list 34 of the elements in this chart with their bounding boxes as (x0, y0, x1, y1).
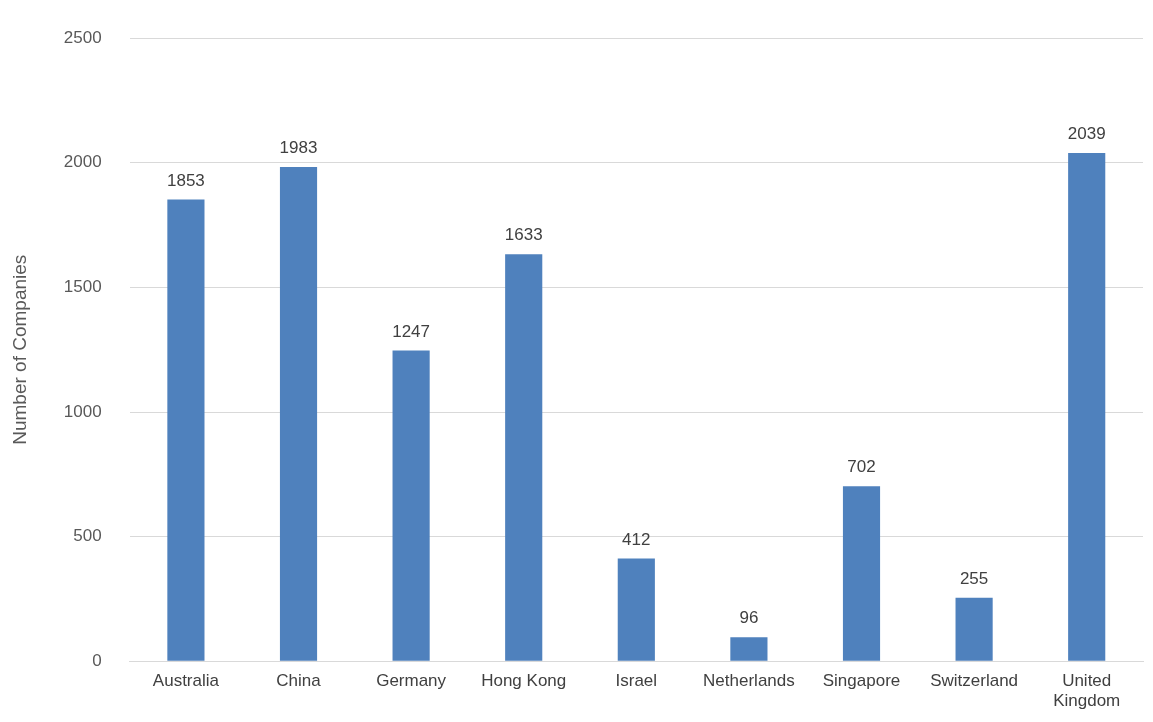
data-label: 96 (739, 608, 759, 628)
y-tick-label: 0 (92, 650, 102, 670)
data-label: 702 (847, 457, 876, 477)
x-tick-label: Israel (615, 671, 658, 691)
y-tick-label: 500 (73, 526, 102, 546)
bar (1068, 153, 1106, 661)
x-tick-label: Netherlands (703, 671, 795, 691)
data-label: 1983 (279, 138, 318, 158)
bar (505, 254, 543, 661)
bar (842, 486, 881, 661)
bar (392, 350, 430, 661)
x-tick-label: Germany (376, 671, 447, 691)
y-tick-label: 1000 (63, 401, 102, 421)
bar (955, 597, 993, 661)
data-label: 255 (959, 568, 989, 588)
bar (617, 558, 655, 661)
y-tick-label: 2000 (63, 152, 102, 172)
y-tick-label: 2500 (63, 27, 102, 47)
x-tick-label: China (276, 671, 322, 691)
data-label: 1853 (167, 170, 205, 190)
x-tick-label: Switzerland (930, 671, 1019, 691)
bar (279, 167, 318, 661)
y-tick-label: 1500 (63, 277, 102, 297)
x-tick-label: Australia (152, 671, 220, 691)
x-tick-label: United Kingdom (1053, 671, 1121, 711)
data-label: 2039 (1067, 124, 1106, 144)
bar (167, 199, 205, 661)
data-label: 412 (622, 529, 651, 549)
bar (730, 637, 768, 661)
x-tick-label: Hong Kong (481, 671, 567, 691)
y-axis-title: Number of Companies (8, 254, 30, 445)
data-label: 1247 (392, 321, 431, 341)
data-label: 1633 (504, 225, 543, 245)
x-tick-label: Singapore (822, 671, 901, 691)
